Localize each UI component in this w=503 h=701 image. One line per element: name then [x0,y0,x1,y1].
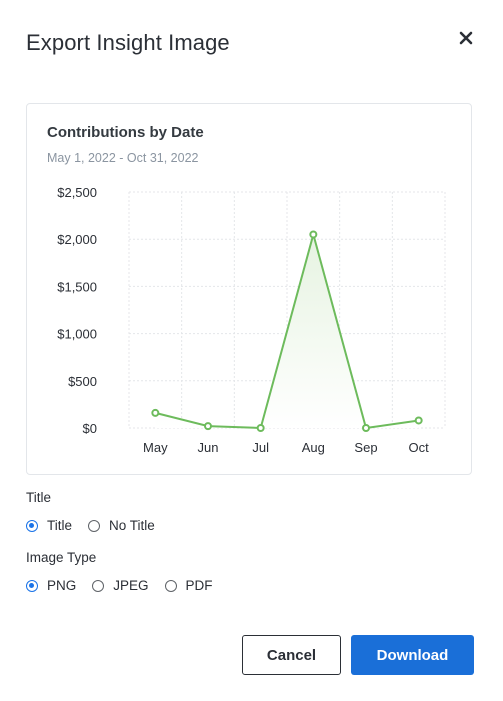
jpeg-option-label[interactable]: JPEG [113,578,149,593]
x-tick-label: Oct [409,440,430,455]
contributions-chart: $0 $500 $1,000 $1,500 $2,000 $2,500 May Jun Jul A… [57,185,446,455]
title-options: Title No Title [26,518,171,533]
title-radio[interactable] [26,519,38,532]
title-section-label: Title [26,490,52,505]
y-tick-label: $2,500 [57,185,97,200]
x-tick-label: May [143,440,168,455]
x-tick-label: Sep [354,440,377,455]
pdf-option-label[interactable]: PDF [185,578,213,593]
series-line [155,230,419,430]
pdf-radio[interactable] [164,579,177,592]
png-radio[interactable] [26,579,38,592]
x-tick-label: Aug [302,440,325,455]
no-title-option-label[interactable]: No Title [109,518,155,533]
data-point [256,424,265,432]
cancel-button[interactable]: Cancel [242,635,341,675]
data-point [151,408,160,417]
data-point [362,424,370,432]
png-option-label[interactable]: PNG [47,578,77,593]
chart-subtitle: May 1, 2022 - Oct 31, 2022 [47,151,199,165]
chart-card: Contributions by Date May 1, 2022 - Oct … [26,103,472,475]
dialog-title: Export Insight Image [26,30,230,55]
jpeg-radio[interactable] [92,579,105,592]
y-tick-label: $1,500 [57,279,97,294]
y-tick-label: $500 [68,374,97,389]
no-title-radio[interactable] [88,519,101,532]
title-option-label[interactable]: Title [47,518,73,533]
chart-title: Contributions by Date [47,124,204,141]
x-tick-label: Jun [198,440,219,455]
close-icon[interactable] [456,28,476,48]
download-button[interactable]: Download [351,635,474,675]
data-point [204,422,212,431]
x-tick-label: Jul [252,440,269,455]
y-tick-label: $2,000 [57,232,97,247]
y-tick-label: $1,000 [57,327,97,342]
series-area [155,234,419,428]
image-type-section-label: Image Type [26,550,97,565]
data-point [309,230,318,239]
y-tick-label: $0 [83,421,97,436]
data-point [414,416,423,425]
image-type-options: PNG JPEG PDF [26,578,229,593]
